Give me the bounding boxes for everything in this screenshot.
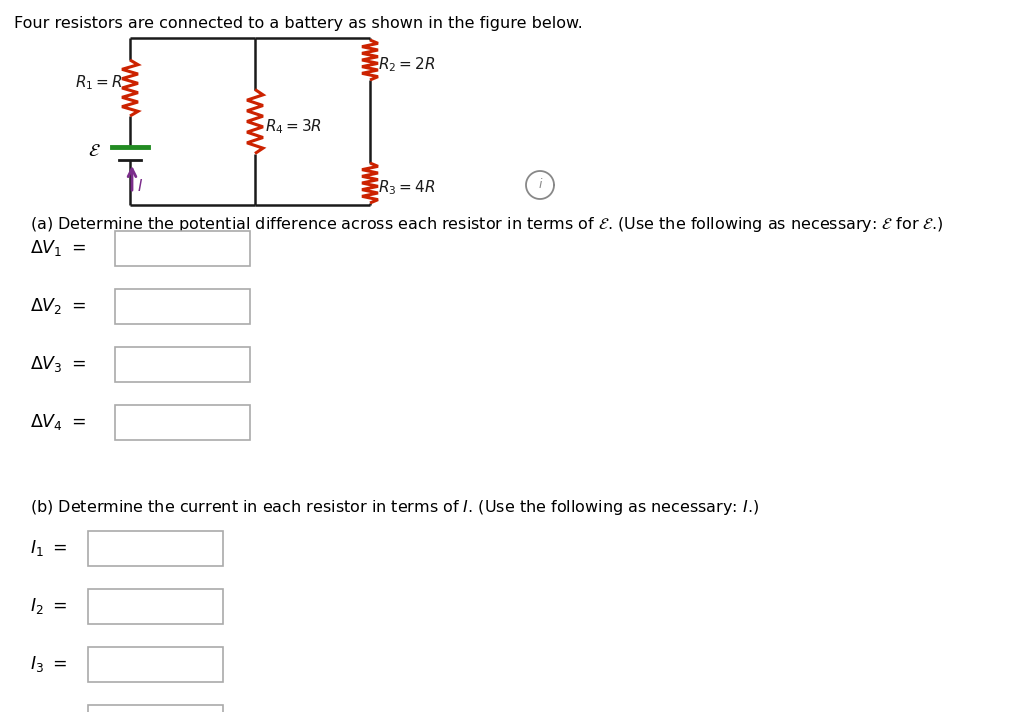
Bar: [88, 530, 223, 565]
Text: $R_2 = 2R$: $R_2 = 2R$: [378, 56, 435, 74]
Text: $\mathcal{E}$: $\mathcal{E}$: [88, 142, 100, 160]
Bar: [88, 704, 223, 712]
Text: i: i: [539, 179, 542, 192]
Bar: [115, 404, 250, 439]
Bar: [88, 589, 223, 624]
Bar: [115, 231, 250, 266]
Text: (a) Determine the potential difference across each resistor in terms of $\mathca: (a) Determine the potential difference a…: [30, 215, 944, 234]
Bar: [115, 288, 250, 323]
Text: $\Delta V_4\ =$: $\Delta V_4\ =$: [30, 412, 86, 432]
Text: $\Delta V_2\ =$: $\Delta V_2\ =$: [30, 296, 86, 316]
Text: $\Delta V_1\ =$: $\Delta V_1\ =$: [30, 238, 86, 258]
Text: $R_3 = 4R$: $R_3 = 4R$: [378, 179, 435, 197]
Text: (b) Determine the current in each resistor in terms of $I$. (Use the following a: (b) Determine the current in each resist…: [30, 498, 759, 517]
Text: $\Delta V_3\ =$: $\Delta V_3\ =$: [30, 354, 86, 374]
Text: $I_2\ =$: $I_2\ =$: [30, 596, 68, 616]
Text: $R_1 = R$: $R_1 = R$: [75, 73, 123, 93]
Bar: [115, 347, 250, 382]
Text: $I_1\ =$: $I_1\ =$: [30, 538, 68, 558]
Bar: [88, 646, 223, 681]
Text: $I_3\ =$: $I_3\ =$: [30, 654, 68, 674]
Text: Four resistors are connected to a battery as shown in the figure below.: Four resistors are connected to a batter…: [14, 16, 583, 31]
Text: $R_4 = 3R$: $R_4 = 3R$: [265, 117, 322, 136]
Text: $I$: $I$: [137, 178, 143, 194]
